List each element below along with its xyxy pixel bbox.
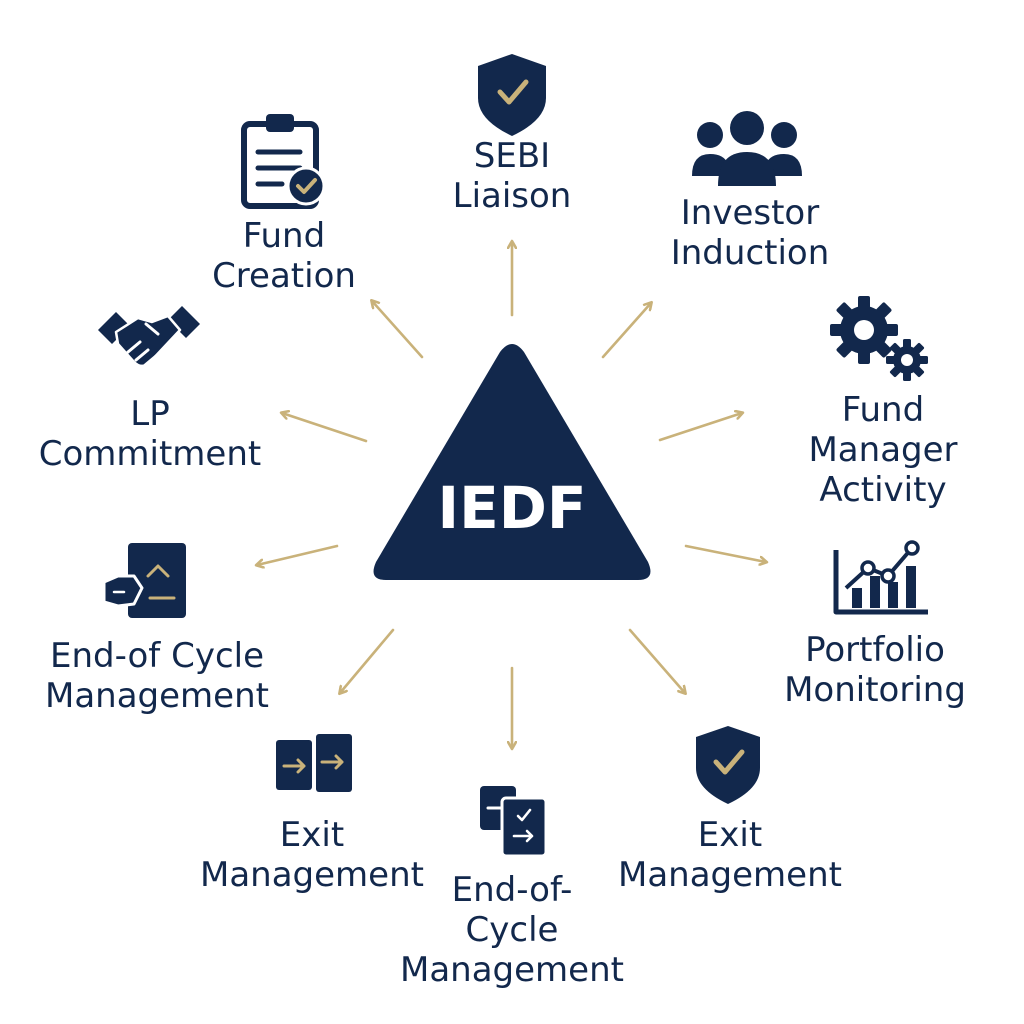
arrow-to-fund-manager (658, 413, 742, 442)
node-label-sebi-liaison: SEBI Liaison (452, 136, 572, 216)
center-triangle (373, 344, 651, 580)
transfer-doors-icon (276, 734, 352, 792)
node-label-portfolio-monitoring: Portfolio Monitoring (784, 630, 966, 710)
node-label-exit-management-left: Exit Management (200, 815, 424, 895)
shield-check-icon (478, 54, 546, 136)
node-label-fund-creation: Fund Creation (212, 216, 356, 296)
arrow-to-lp (282, 413, 368, 443)
node-label-exit-management-right: Exit Management (618, 815, 842, 895)
arrow-to-exit-right (628, 628, 685, 693)
exit-door-icon (102, 543, 186, 618)
arrow-to-fund-creation (372, 301, 424, 359)
documents-icon (480, 786, 548, 858)
center-label: IEDF (438, 474, 587, 542)
people-group-icon (692, 111, 802, 186)
node-label-lp-commitment: LP Commitment (38, 394, 262, 474)
gears-icon (830, 296, 928, 381)
clipboard-check-icon (241, 114, 326, 209)
node-label-investor-induction: Investor Induction (670, 193, 830, 273)
arrow-to-portfolio (684, 544, 766, 562)
arrow-to-investor (601, 303, 651, 359)
shield-check-icon (696, 726, 760, 804)
arrow-to-eoc-left (257, 544, 339, 565)
node-label-end-of-cycle-bottom: End-of- Cycle Management (400, 870, 624, 990)
center-node: IEDF (373, 344, 651, 580)
growth-chart-icon (833, 540, 928, 615)
node-label-fund-manager-activity: Fund Manager Activity (808, 390, 958, 510)
node-label-end-of-cycle-left: End-of Cycle Management (45, 636, 269, 716)
connector-arrows (257, 242, 766, 748)
handshake-icon (98, 306, 200, 368)
arrow-to-exit-left (340, 628, 395, 693)
